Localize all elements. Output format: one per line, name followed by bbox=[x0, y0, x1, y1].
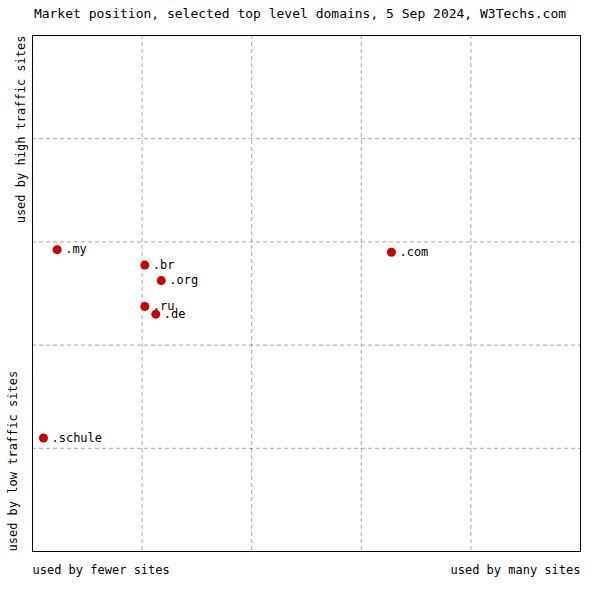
svg-text:.com: .com bbox=[399, 245, 428, 259]
svg-text:used by high traffic sites: used by high traffic sites bbox=[14, 36, 28, 224]
svg-text:.schule: .schule bbox=[51, 431, 102, 445]
svg-text:.de: .de bbox=[164, 307, 186, 321]
svg-text:used by fewer sites: used by fewer sites bbox=[33, 563, 170, 577]
svg-text:.br: .br bbox=[153, 258, 175, 272]
svg-text:.org: .org bbox=[169, 273, 198, 287]
svg-text:used by low traffic sites: used by low traffic sites bbox=[6, 371, 20, 552]
svg-text:used by many sites: used by many sites bbox=[450, 563, 580, 577]
html-text:Market position, selected top: Market position, selected top level doma… bbox=[33, 6, 567, 21]
svg-text:.my: .my bbox=[65, 242, 87, 256]
